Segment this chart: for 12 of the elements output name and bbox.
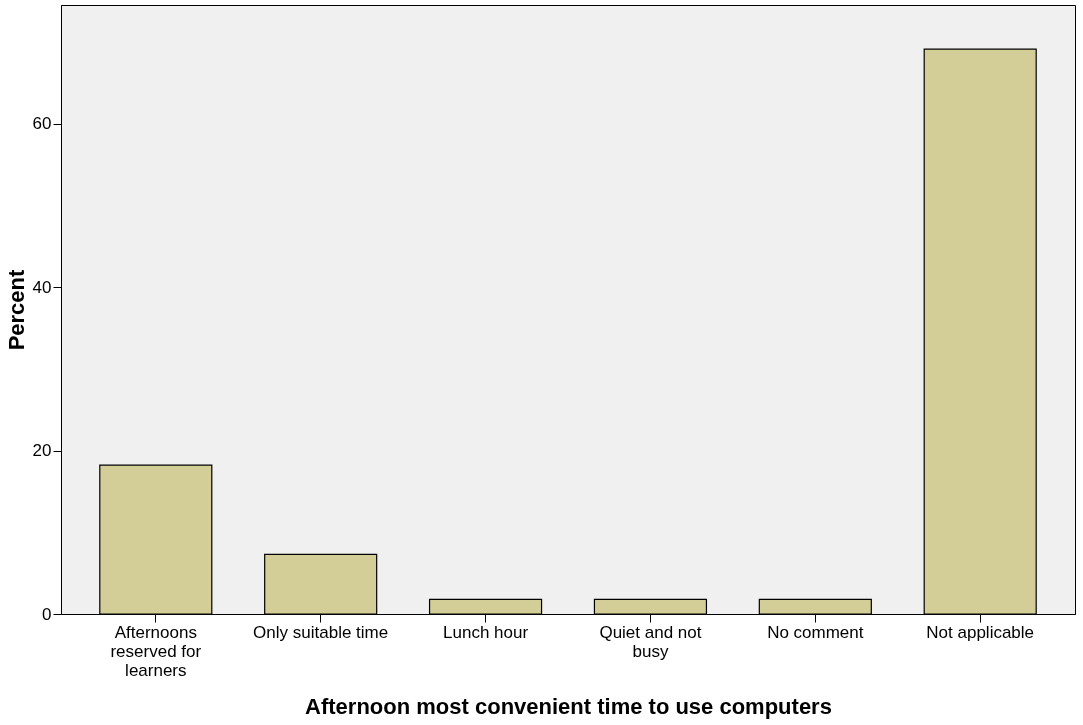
y-tick-label: 20 (32, 441, 52, 461)
y-tick-label: 40 (32, 277, 52, 297)
x-tick-label: Quiet and not busy (599, 622, 702, 661)
x-tick-label: Only suitable time (253, 622, 389, 642)
y-tick-label: 0 (42, 604, 52, 624)
x-tick-label: Lunch hour (443, 622, 529, 642)
y-axis-title: Percent (3, 268, 29, 351)
x-axis-title: Afternoon most convenient time to use computers (305, 693, 832, 719)
x-tick-label: No comment (767, 622, 864, 642)
x-tick-label: Not applicable (926, 622, 1035, 642)
x-tick-label: Afternoons reserved for learners (110, 622, 202, 680)
y-tick-label: 60 (32, 114, 52, 134)
